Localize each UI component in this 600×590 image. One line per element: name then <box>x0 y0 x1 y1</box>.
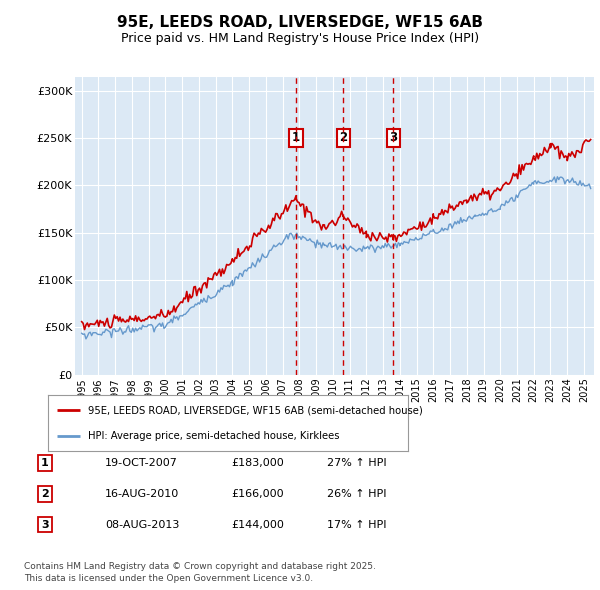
Text: £183,000: £183,000 <box>231 458 284 468</box>
Text: 1: 1 <box>292 132 300 145</box>
Text: HPI: Average price, semi-detached house, Kirklees: HPI: Average price, semi-detached house,… <box>88 431 339 441</box>
Text: 08-AUG-2013: 08-AUG-2013 <box>105 520 179 529</box>
Text: £166,000: £166,000 <box>231 489 284 499</box>
Text: 95E, LEEDS ROAD, LIVERSEDGE, WF15 6AB: 95E, LEEDS ROAD, LIVERSEDGE, WF15 6AB <box>117 15 483 30</box>
Text: 27% ↑ HPI: 27% ↑ HPI <box>327 458 386 468</box>
Text: 3: 3 <box>41 520 49 529</box>
Text: 16-AUG-2010: 16-AUG-2010 <box>105 489 179 499</box>
Text: 3: 3 <box>389 132 397 145</box>
Text: Price paid vs. HM Land Registry's House Price Index (HPI): Price paid vs. HM Land Registry's House … <box>121 32 479 45</box>
Text: 26% ↑ HPI: 26% ↑ HPI <box>327 489 386 499</box>
Text: Contains HM Land Registry data © Crown copyright and database right 2025.
This d: Contains HM Land Registry data © Crown c… <box>24 562 376 583</box>
Text: £144,000: £144,000 <box>231 520 284 529</box>
Text: 95E, LEEDS ROAD, LIVERSEDGE, WF15 6AB (semi-detached house): 95E, LEEDS ROAD, LIVERSEDGE, WF15 6AB (s… <box>88 405 422 415</box>
Text: 2: 2 <box>41 489 49 499</box>
Text: 2: 2 <box>339 132 347 145</box>
Text: 1: 1 <box>41 458 49 468</box>
Text: 19-OCT-2007: 19-OCT-2007 <box>105 458 178 468</box>
Text: 17% ↑ HPI: 17% ↑ HPI <box>327 520 386 529</box>
